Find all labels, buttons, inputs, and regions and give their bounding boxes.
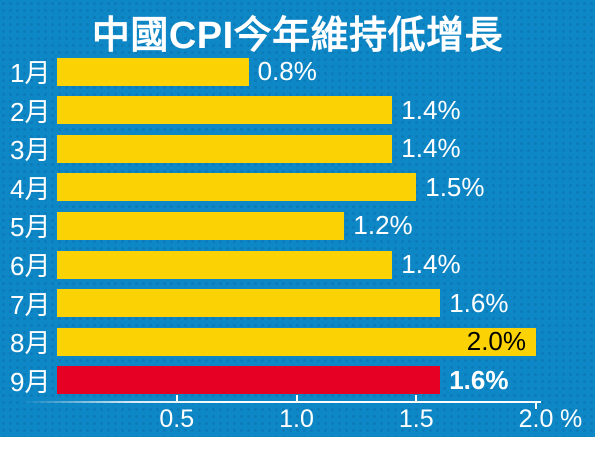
x-axis-tick [175, 395, 178, 401]
value-label: 1.5% [425, 171, 485, 202]
bar-row: 7月 1.6% [0, 287, 595, 320]
x-axis-tick [535, 403, 537, 409]
x-axis-tick [295, 395, 298, 401]
bar [57, 134, 393, 163]
bar-row: 6月 1.4% [0, 249, 595, 281]
bar-row: 2月 1.4% [0, 94, 595, 127]
category-label: 1月 [10, 58, 51, 88]
x-axis-tick-label: 1.5 [398, 405, 434, 433]
bar-row: 9月 1.6% [0, 364, 595, 397]
bar-row: 1月 0.8% [0, 56, 595, 88]
value-label: 1.4% [401, 94, 461, 125]
chart-panel: 中國CPI今年維持低增長 1月 0.8% 2月 1.4% 3月 1.4% 4月 1.5% 5月 1… [0, 0, 595, 437]
value-label: 1.6% [449, 364, 509, 395]
value-label: 1.4% [401, 133, 461, 164]
category-label: 5月 [10, 212, 51, 243]
bar [57, 211, 345, 240]
category-label: 4月 [10, 173, 51, 204]
chart-title: 中國CPI今年維持低增長 [91, 15, 504, 57]
bar [57, 327, 536, 356]
bar-row: 3月 1.4% [0, 133, 595, 166]
bar [57, 96, 393, 125]
x-axis-tick-label: 2.0 [518, 405, 554, 433]
value-label: 1.6% [449, 287, 509, 318]
bar [57, 173, 417, 202]
x-axis-unit-label: % [560, 405, 583, 433]
category-label: 6月 [10, 251, 51, 281]
bar-row: 4月 1.5% [0, 171, 595, 204]
x-axis-tick [415, 395, 418, 401]
category-label: 2月 [10, 96, 51, 127]
category-label: 3月 [10, 135, 51, 166]
category-label: 8月 [10, 328, 51, 359]
bar-row: 8月 2.0% [0, 326, 595, 359]
value-label: 1.2% [353, 210, 413, 241]
bar-highlighted [57, 366, 441, 395]
category-label: 7月 [10, 289, 51, 320]
bar-row: 5月 1.2% [0, 210, 595, 243]
x-axis-line [20, 401, 541, 403]
value-label: 0.8% [257, 56, 317, 86]
bar [57, 289, 441, 318]
x-axis-tick-label: 0.5 [159, 405, 195, 433]
value-label: 1.4% [401, 249, 461, 279]
bar [57, 250, 393, 279]
x-axis-tick-label: 1.0 [279, 405, 314, 433]
bar [57, 57, 249, 86]
value-label: 2.0% [466, 326, 526, 357]
category-label: 9月 [10, 366, 51, 397]
